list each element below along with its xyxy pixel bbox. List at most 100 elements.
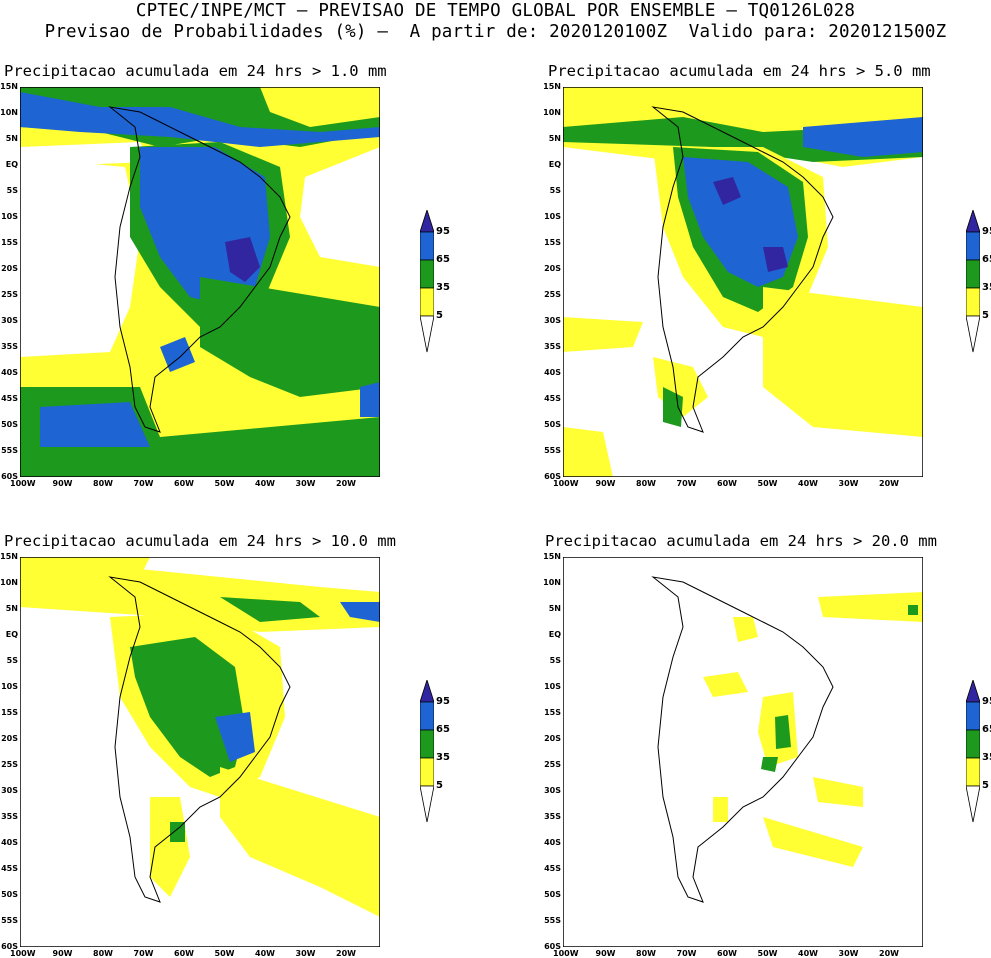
colorbar-level-label: 5 (982, 310, 989, 321)
colorbar-65-95 (966, 701, 980, 731)
prob-35-fill (663, 387, 683, 427)
colorbar-95-plus (420, 680, 434, 703)
lat-tick-label: 40S (1, 838, 18, 847)
lat-tick-label: 25S (544, 760, 561, 769)
prob-65-fill (40, 402, 150, 447)
prob-65-fill (215, 712, 255, 762)
lon-tick-label: 80W (636, 479, 656, 488)
lon-tick-label: 70W (133, 479, 154, 488)
prob-95-fill (225, 237, 260, 282)
colorbar (966, 680, 980, 823)
prob-5-fill (733, 617, 758, 642)
prob-35-fill (130, 637, 245, 777)
coastline (108, 106, 291, 433)
lon-tick-label: 70W (133, 949, 154, 958)
lat-tick-label: 15N (0, 82, 18, 91)
colorbar-5-35 (420, 287, 434, 317)
map-panel-4 (563, 557, 923, 947)
colorbar-65-95 (966, 231, 980, 261)
lon-tick-label: 70W (676, 479, 697, 488)
panel-title-2: Precipitacao acumulada em 24 hrs > 5.0 m… (548, 62, 931, 80)
lon-tick-label: 90W (52, 479, 73, 488)
colorbar-65-95 (420, 701, 434, 731)
lat-tick-label: 50S (544, 890, 561, 899)
lat-tick-label: 25S (544, 290, 561, 299)
colorbar-35-65 (966, 259, 980, 289)
header-line-1: CPTEC/INPE/MCT – PREVISAO DE TEMPO GLOBA… (135, 1, 856, 21)
lon-tick-label: 60W (717, 479, 737, 488)
lat-tick-label: 15S (1, 708, 18, 717)
colorbar-95-plus (420, 210, 434, 233)
colorbar (420, 210, 434, 353)
colorbar-level-label: 5 (436, 780, 443, 791)
colorbar-below-5 (966, 785, 980, 823)
colorbar-level-label: 35 (436, 282, 450, 293)
lon-tick-label: 20W (336, 479, 356, 488)
lat-tick-label: 5S (6, 186, 18, 195)
lat-tick-label: 55S (1, 446, 18, 455)
prob-5-fill (703, 672, 748, 697)
lat-tick-label: 35S (1, 342, 18, 351)
lat-tick-label: 20S (1, 264, 18, 273)
colorbar-65-95 (420, 231, 434, 261)
colorbar-level-label: 95 (982, 226, 991, 237)
colorbar-5-35 (966, 287, 980, 317)
lon-tick-label: 100W (553, 479, 579, 488)
lat-tick-label: 30S (544, 316, 561, 325)
colorbar-level-label: 95 (436, 696, 450, 707)
prob-5-fill (763, 817, 863, 867)
prob-35-fill (220, 597, 320, 622)
lon-tick-label: 30W (838, 479, 859, 488)
lat-tick-label: 55S (1, 916, 18, 925)
lon-tick-label: 90W (595, 479, 616, 488)
prob-65-fill (360, 382, 380, 417)
colorbar-level-label: 5 (436, 310, 443, 321)
header-line-2: Previsao de Probabilidades (%) – A parti… (44, 22, 947, 42)
colorbar-95-plus (966, 210, 980, 233)
lat-tick-label: 20S (544, 264, 561, 273)
colorbar (966, 210, 980, 353)
prob-5-fill (563, 427, 613, 477)
colorbar-35-65 (420, 259, 434, 289)
lat-tick-label: 5S (549, 186, 561, 195)
lat-tick-label: 10S (544, 212, 561, 221)
map-panel-2 (563, 87, 923, 477)
low-prob-area (20, 157, 140, 357)
prob-65-fill (160, 337, 195, 372)
lat-tick-label: 15N (543, 552, 561, 561)
lat-tick-label: 45S (1, 864, 18, 873)
lat-tick-label: 10N (543, 108, 561, 117)
colorbar-95-plus (966, 680, 980, 703)
lon-tick-label: 60W (174, 949, 194, 958)
lat-tick-label: 35S (544, 342, 561, 351)
lat-tick-label: 10N (0, 108, 18, 117)
lat-tick-label: 10S (1, 212, 18, 221)
lat-tick-label: 45S (544, 394, 561, 403)
panel-title-4: Precipitacao acumulada em 24 hrs > 20.0 … (545, 532, 937, 550)
prob-5-fill (260, 87, 380, 127)
lat-tick-label: 5N (548, 604, 561, 613)
colorbar-35-65 (420, 729, 434, 759)
lon-tick-label: 100W (10, 949, 36, 958)
lon-tick-label: 30W (295, 949, 316, 958)
lat-tick-label: 5N (548, 134, 561, 143)
lon-tick-label: 60W (717, 949, 737, 958)
lat-tick-label: 40S (544, 838, 561, 847)
lon-tick-label: 50W (214, 949, 235, 958)
colorbar-level-label: 65 (982, 254, 991, 265)
lon-tick-label: 80W (93, 479, 113, 488)
lon-tick-label: 50W (757, 949, 778, 958)
lat-tick-label: 55S (544, 446, 561, 455)
lat-tick-label: 10N (0, 578, 18, 587)
colorbar (420, 680, 434, 823)
colorbar-level-label: 95 (982, 696, 991, 707)
prob-65-fill (803, 117, 923, 157)
low-prob-area (300, 147, 380, 267)
lat-tick-label: 5S (6, 656, 18, 665)
prob-35-fill (200, 277, 380, 397)
lon-tick-label: 40W (798, 949, 818, 958)
lon-tick-label: 30W (838, 949, 859, 958)
lon-tick-label: 80W (93, 949, 113, 958)
lat-tick-label: 60S (1, 942, 18, 951)
lon-tick-label: 90W (52, 949, 73, 958)
